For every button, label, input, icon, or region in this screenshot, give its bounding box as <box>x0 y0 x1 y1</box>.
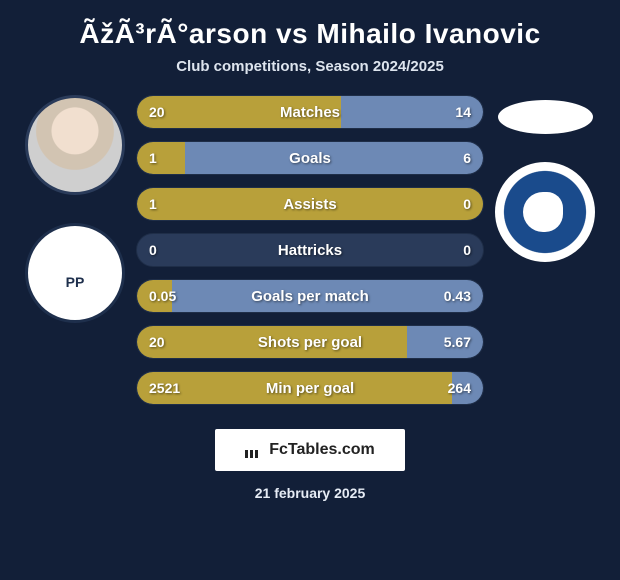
comparison-date: 21 february 2025 <box>0 485 620 501</box>
stat-row: 0 0 Hattricks <box>136 233 484 267</box>
bar-right-fill <box>185 142 483 174</box>
stat-value-left: 0 <box>149 242 157 258</box>
stat-value-right: 264 <box>448 380 471 396</box>
stat-value-left: 1 <box>149 150 157 166</box>
stat-label: Min per goal <box>266 380 354 397</box>
stat-value-left: 2521 <box>149 380 180 396</box>
stat-label: Goals <box>289 150 331 167</box>
player-right-oval <box>498 100 593 134</box>
bar-left-fill <box>137 142 185 174</box>
stat-value-left: 0.05 <box>149 288 176 304</box>
right-player-column <box>490 95 600 262</box>
stat-row: 0.05 0.43 Goals per match <box>136 279 484 313</box>
player-left-photo <box>25 95 125 195</box>
stat-row: 1 6 Goals <box>136 141 484 175</box>
stat-label: Goals per match <box>251 288 369 305</box>
stat-value-right: 0.43 <box>444 288 471 304</box>
stat-label: Assists <box>283 196 336 213</box>
comparison-title: ÃžÃ³rÃ°arson vs Mihailo Ivanovic <box>0 0 620 58</box>
stat-label: Hattricks <box>278 242 342 259</box>
stat-row: 20 5.67 Shots per goal <box>136 325 484 359</box>
stat-value-right: 14 <box>455 104 471 120</box>
team-badge-millwall <box>495 162 595 262</box>
stat-row: 2521 264 Min per goal <box>136 371 484 405</box>
stat-row: 1 0 Assists <box>136 187 484 221</box>
stat-value-right: 5.67 <box>444 334 471 350</box>
comparison-content: 20 14 Matches 1 6 Goals 1 0 Assists 0 0 Hattricks 0.… <box>0 95 620 417</box>
stat-label: Matches <box>280 104 340 121</box>
team-badge-preston <box>25 223 125 323</box>
stat-value-right: 0 <box>463 242 471 258</box>
comparison-subtitle: Club competitions, Season 2024/2025 <box>0 58 620 95</box>
stat-value-right: 0 <box>463 196 471 212</box>
stat-value-left: 20 <box>149 334 165 350</box>
stat-bars: 20 14 Matches 1 6 Goals 1 0 Assists 0 0 Hattricks 0.… <box>130 95 490 417</box>
bar-chart-icon <box>245 442 265 458</box>
left-player-column <box>20 95 130 323</box>
stat-value-left: 1 <box>149 196 157 212</box>
stat-value-left: 20 <box>149 104 165 120</box>
stat-value-right: 6 <box>463 150 471 166</box>
fctables-logo[interactable]: FcTables.com <box>215 429 405 471</box>
logo-label: FcTables.com <box>269 441 375 459</box>
stat-row: 20 14 Matches <box>136 95 484 129</box>
fctables-logo-text: FcTables.com <box>245 441 375 459</box>
stat-label: Shots per goal <box>258 334 362 351</box>
